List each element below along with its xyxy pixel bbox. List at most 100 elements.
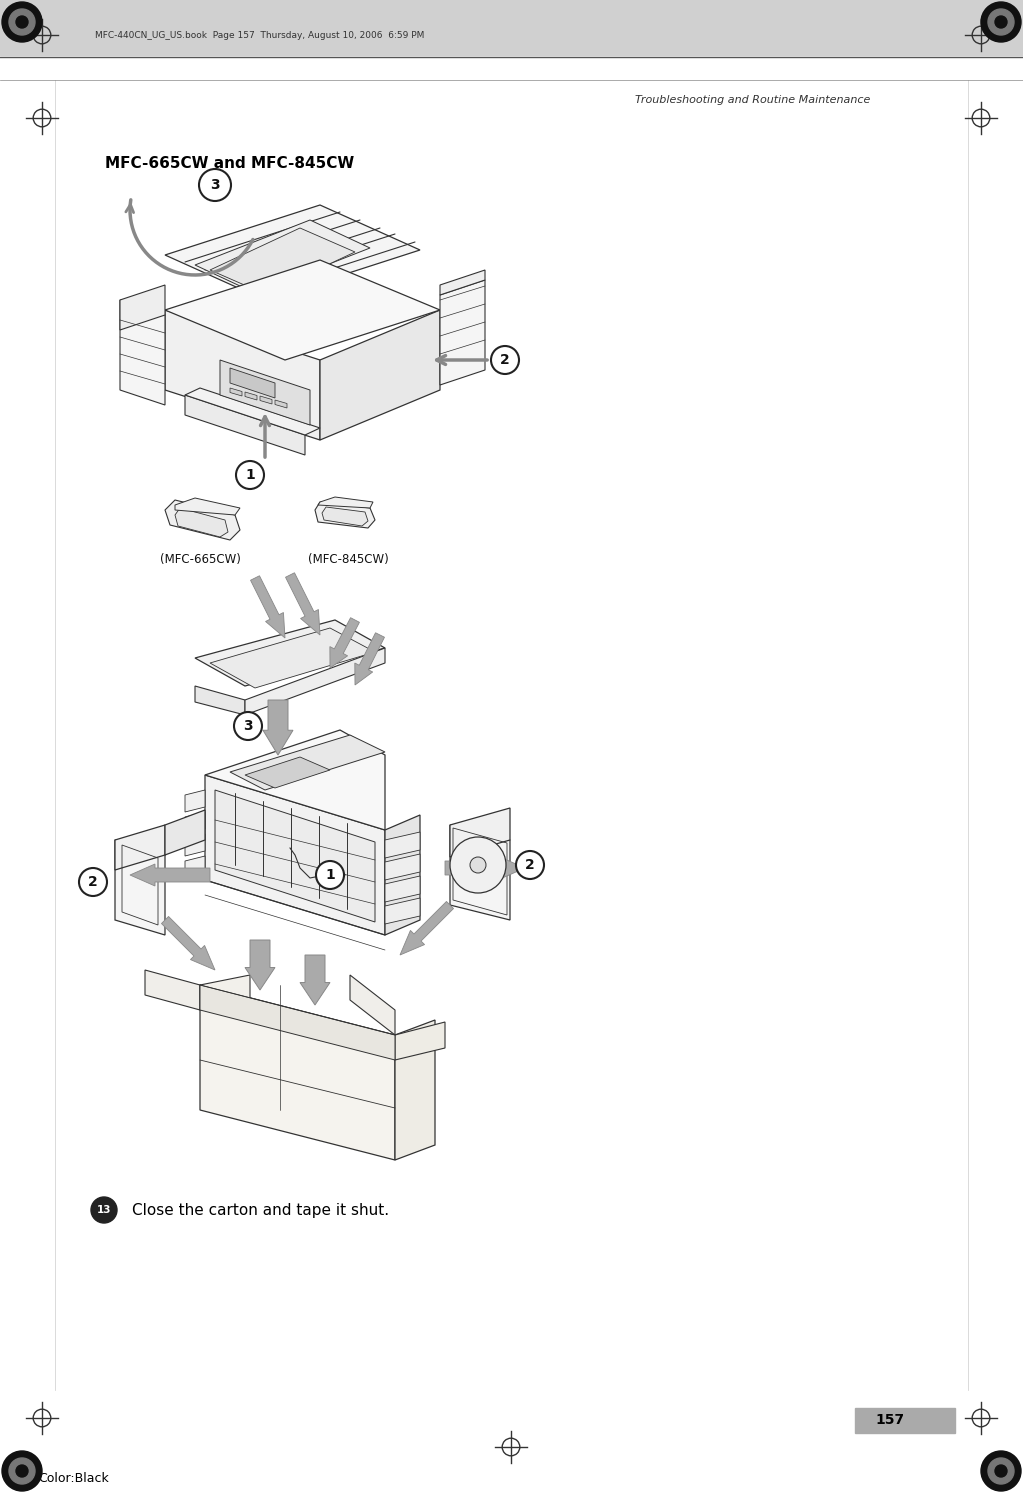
Circle shape bbox=[470, 857, 486, 873]
Polygon shape bbox=[205, 775, 385, 935]
Text: Close the carton and tape it shut.: Close the carton and tape it shut. bbox=[132, 1202, 389, 1217]
Polygon shape bbox=[230, 388, 242, 396]
Polygon shape bbox=[195, 685, 244, 715]
Text: 1: 1 bbox=[325, 867, 335, 882]
Polygon shape bbox=[244, 941, 275, 990]
Polygon shape bbox=[450, 826, 510, 920]
Polygon shape bbox=[165, 811, 205, 855]
Polygon shape bbox=[385, 815, 420, 935]
Polygon shape bbox=[185, 396, 305, 455]
Polygon shape bbox=[210, 228, 355, 294]
Polygon shape bbox=[440, 270, 485, 296]
Polygon shape bbox=[260, 396, 272, 405]
Polygon shape bbox=[385, 897, 420, 924]
Circle shape bbox=[995, 16, 1007, 28]
Circle shape bbox=[2, 1, 42, 42]
Bar bbox=[0, 0, 1023, 55]
Text: 2: 2 bbox=[500, 352, 509, 367]
Circle shape bbox=[236, 461, 264, 490]
Polygon shape bbox=[130, 864, 210, 885]
Circle shape bbox=[516, 851, 544, 879]
Circle shape bbox=[995, 1465, 1007, 1477]
Polygon shape bbox=[162, 917, 215, 970]
Circle shape bbox=[316, 861, 344, 888]
Circle shape bbox=[9, 9, 35, 34]
Circle shape bbox=[9, 1459, 35, 1484]
Circle shape bbox=[491, 346, 519, 375]
Polygon shape bbox=[395, 1020, 435, 1160]
Polygon shape bbox=[205, 730, 385, 830]
Polygon shape bbox=[395, 1023, 445, 1060]
Circle shape bbox=[16, 16, 28, 28]
Polygon shape bbox=[175, 499, 240, 515]
Text: (MFC-845CW): (MFC-845CW) bbox=[308, 554, 389, 566]
Text: 13: 13 bbox=[97, 1205, 112, 1215]
Circle shape bbox=[79, 867, 107, 896]
Polygon shape bbox=[165, 205, 420, 300]
Polygon shape bbox=[165, 311, 320, 440]
Bar bbox=[855, 1408, 955, 1433]
Text: Color:Black: Color:Black bbox=[38, 1472, 108, 1484]
Polygon shape bbox=[201, 975, 250, 1009]
Polygon shape bbox=[185, 855, 205, 878]
Polygon shape bbox=[201, 985, 395, 1060]
Circle shape bbox=[199, 169, 231, 202]
Polygon shape bbox=[185, 790, 205, 812]
Circle shape bbox=[988, 1459, 1014, 1484]
Polygon shape bbox=[230, 367, 275, 399]
Circle shape bbox=[450, 838, 506, 893]
Polygon shape bbox=[320, 311, 440, 440]
Polygon shape bbox=[175, 508, 228, 537]
Polygon shape bbox=[165, 260, 440, 360]
Polygon shape bbox=[215, 790, 375, 923]
Polygon shape bbox=[201, 985, 395, 1160]
Polygon shape bbox=[315, 502, 375, 529]
Polygon shape bbox=[445, 857, 525, 879]
Circle shape bbox=[2, 1451, 42, 1492]
Polygon shape bbox=[440, 281, 485, 385]
Polygon shape bbox=[220, 360, 310, 426]
Polygon shape bbox=[318, 497, 373, 508]
Polygon shape bbox=[322, 508, 368, 526]
Polygon shape bbox=[120, 285, 165, 330]
Polygon shape bbox=[275, 400, 287, 408]
Circle shape bbox=[16, 1465, 28, 1477]
Polygon shape bbox=[385, 876, 420, 902]
Polygon shape bbox=[385, 832, 420, 858]
Text: Troubleshooting and Routine Maintenance: Troubleshooting and Routine Maintenance bbox=[635, 96, 871, 105]
Polygon shape bbox=[115, 841, 165, 935]
Polygon shape bbox=[195, 620, 385, 685]
Circle shape bbox=[234, 712, 262, 741]
Polygon shape bbox=[329, 618, 359, 667]
Text: 3: 3 bbox=[243, 720, 253, 733]
Circle shape bbox=[981, 1451, 1021, 1492]
Polygon shape bbox=[185, 835, 205, 855]
Text: MFC-440CN_UG_US.book  Page 157  Thursday, August 10, 2006  6:59 PM: MFC-440CN_UG_US.book Page 157 Thursday, … bbox=[95, 30, 425, 39]
Polygon shape bbox=[385, 854, 420, 879]
Text: (MFC-665CW): (MFC-665CW) bbox=[160, 554, 240, 566]
Polygon shape bbox=[251, 576, 285, 638]
Text: 2: 2 bbox=[88, 875, 98, 888]
Polygon shape bbox=[400, 902, 453, 956]
Circle shape bbox=[91, 1197, 117, 1223]
Polygon shape bbox=[355, 633, 385, 685]
Polygon shape bbox=[285, 573, 320, 635]
Circle shape bbox=[981, 1, 1021, 42]
Polygon shape bbox=[244, 393, 257, 400]
Polygon shape bbox=[185, 388, 320, 434]
Text: 3: 3 bbox=[210, 178, 220, 193]
Text: 157: 157 bbox=[875, 1412, 904, 1427]
Polygon shape bbox=[230, 735, 385, 790]
Polygon shape bbox=[145, 970, 201, 1009]
Polygon shape bbox=[350, 975, 395, 1035]
Polygon shape bbox=[115, 826, 165, 870]
Text: 1: 1 bbox=[246, 467, 255, 482]
Polygon shape bbox=[244, 648, 385, 715]
Polygon shape bbox=[450, 808, 510, 857]
Polygon shape bbox=[263, 700, 293, 755]
Polygon shape bbox=[244, 757, 330, 788]
Polygon shape bbox=[210, 629, 375, 688]
Polygon shape bbox=[195, 219, 370, 293]
Polygon shape bbox=[185, 812, 205, 835]
Text: MFC-665CW and MFC-845CW: MFC-665CW and MFC-845CW bbox=[105, 155, 354, 170]
